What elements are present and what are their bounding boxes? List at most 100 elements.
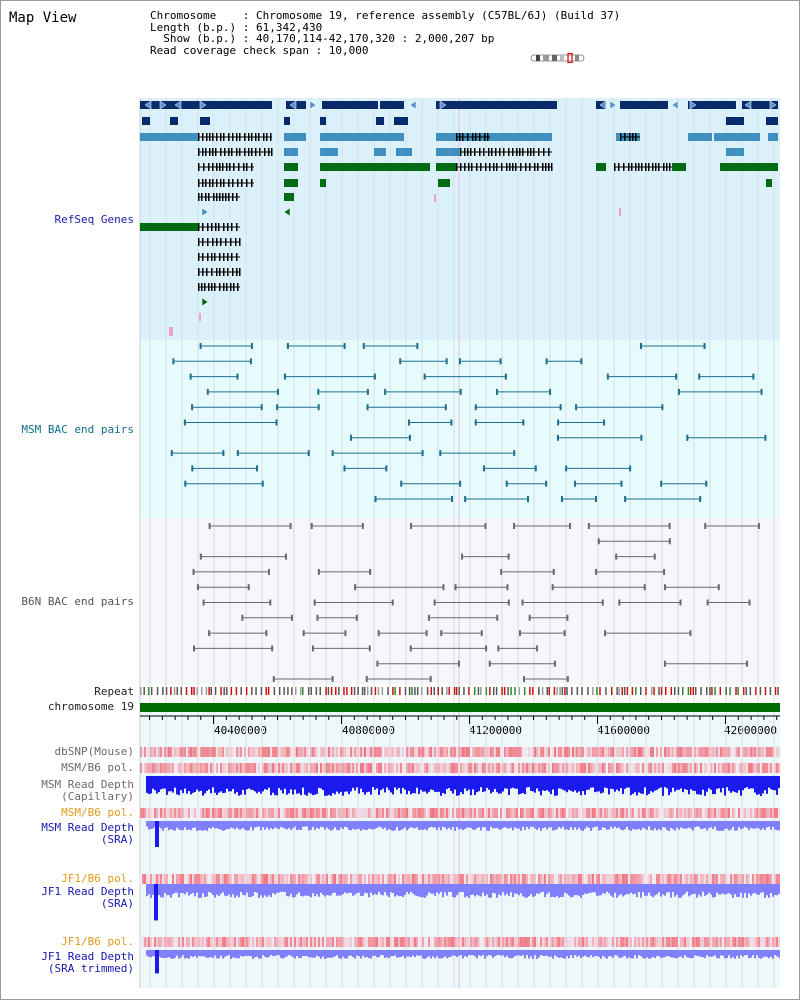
msm-pol-heat — [698, 808, 700, 818]
jf1-trimmed-depth — [704, 950, 706, 959]
msm-capillary-depth — [306, 776, 308, 796]
jf1-pol-heat — [512, 937, 514, 947]
msm-pol-heat — [636, 808, 638, 818]
gene-exons-exon — [233, 163, 235, 171]
jf1-trimmed-depth — [430, 950, 432, 959]
jf1-pol-heat — [452, 937, 454, 947]
jf1-pol-heat — [334, 937, 336, 947]
jf1-sra-depth — [298, 884, 300, 893]
jf1-sra-depth — [352, 884, 354, 896]
jf1-sra-depth — [640, 884, 642, 898]
msm-pol-heat — [294, 763, 296, 773]
jf1-pol-heat — [762, 874, 764, 884]
msm-sra-depth — [758, 821, 760, 829]
jf1-sra-depth — [320, 884, 322, 893]
msm-capillary-depth — [162, 776, 164, 789]
jf1-trimmed-depth — [422, 950, 424, 959]
msm-pol-heat — [608, 763, 610, 773]
msm-capillary-depth — [612, 776, 614, 790]
gene-exons-exon — [548, 148, 550, 156]
jf1-trimmed-depth — [248, 950, 250, 956]
jf1-trimmed-depth — [316, 950, 318, 956]
jf1-sra-depth — [748, 884, 750, 894]
jf1-pol-heat — [708, 937, 710, 947]
msm-bac-pair-end — [760, 388, 763, 395]
msm-pol-heat — [470, 808, 472, 818]
jf1-trimmed-depth — [228, 950, 230, 956]
jf1-pol-heat — [144, 937, 146, 947]
jf1-pol-heat — [436, 937, 438, 947]
msm-pol-heat — [692, 808, 694, 818]
jf1-pol-heat — [202, 937, 204, 947]
dbsnp-heat — [384, 747, 386, 757]
jf1-pol-heat — [346, 874, 348, 884]
jf1-trimmed-depth — [662, 950, 664, 958]
dbsnp-heat — [212, 747, 214, 757]
msm-sra-depth — [358, 821, 360, 829]
msm-capillary-depth — [440, 776, 442, 796]
msm-pol-heat — [644, 763, 646, 773]
msm-sra-depth — [462, 821, 464, 831]
msm-capillary-depth — [520, 776, 522, 794]
chromosome-ideogram[interactable] — [530, 53, 585, 63]
msm-pol-heat — [386, 763, 388, 773]
gene-exons-exon — [212, 179, 214, 187]
jf1-pol-heat — [356, 937, 358, 947]
jf1-trimmed-depth — [192, 950, 194, 957]
msm-pol-heat — [372, 808, 374, 818]
repeat-element — [749, 687, 752, 695]
msm-pol-heat — [148, 763, 150, 773]
msm-pol-heat — [770, 763, 772, 773]
jf1-pol-heat — [148, 937, 150, 947]
msm-sra-depth — [670, 821, 672, 828]
dbsnp-heat — [282, 747, 284, 757]
jf1-sra-depth — [268, 884, 270, 896]
jf1-pol-heat — [342, 937, 344, 947]
dbsnp-heat — [196, 747, 198, 757]
msm-bac-pair-end — [606, 373, 609, 380]
jf1-sra-depth — [148, 884, 150, 895]
jf1-pol-heat — [146, 937, 148, 947]
msm-sra-depth — [200, 821, 202, 831]
msm-pol-heat — [532, 808, 534, 818]
repeat-element — [173, 687, 176, 695]
dbsnp-heat — [240, 747, 242, 757]
dbsnp-heat — [400, 747, 402, 757]
msm-pol-heat — [556, 763, 558, 773]
jf1-trimmed-depth — [186, 950, 188, 959]
jf1-pol-heat — [366, 937, 368, 947]
jf1-trimmed-depth-spike — [155, 950, 159, 974]
jf1-trimmed-depth — [264, 950, 266, 957]
jf1-trimmed-depth — [276, 950, 278, 956]
msm-pol-heat — [524, 808, 526, 818]
repeat-element — [235, 687, 238, 695]
msm-capillary-depth — [374, 776, 376, 790]
msm-sra-depth — [752, 821, 754, 829]
jf1-sra-depth — [284, 884, 286, 893]
jf1-trimmed-depth — [390, 950, 392, 957]
dbsnp-heat — [160, 747, 162, 757]
msm-pol-heat — [514, 808, 516, 818]
jf1-trimmed-depth — [636, 950, 638, 959]
jf1-pol-heat — [548, 937, 550, 947]
msm-capillary-depth — [214, 776, 216, 793]
jf1-pol-heat — [488, 937, 490, 947]
jf1-pol-heat — [614, 937, 616, 947]
b6n-bac-pair-end — [457, 660, 460, 667]
jf1-trimmed-depth — [692, 950, 694, 958]
jf1-pol-heat — [398, 937, 400, 947]
msm-sra-depth — [514, 821, 516, 828]
jf1-sra-depth — [172, 884, 174, 895]
gene-exons-exon — [623, 163, 625, 171]
jf1-pol-heat — [154, 874, 156, 884]
msm-capillary-depth — [356, 776, 358, 788]
jf1-pol-heat — [210, 874, 212, 884]
jf1-pol-heat — [392, 937, 394, 947]
jf1-sra-depth — [556, 884, 558, 897]
jf1-trimmed-depth — [594, 950, 596, 957]
msm-pol-heat — [262, 808, 264, 818]
jf1-sra-depth — [604, 884, 606, 894]
jf1-trimmed-depth — [590, 950, 592, 956]
b6n-bac-pair-end — [272, 676, 275, 682]
